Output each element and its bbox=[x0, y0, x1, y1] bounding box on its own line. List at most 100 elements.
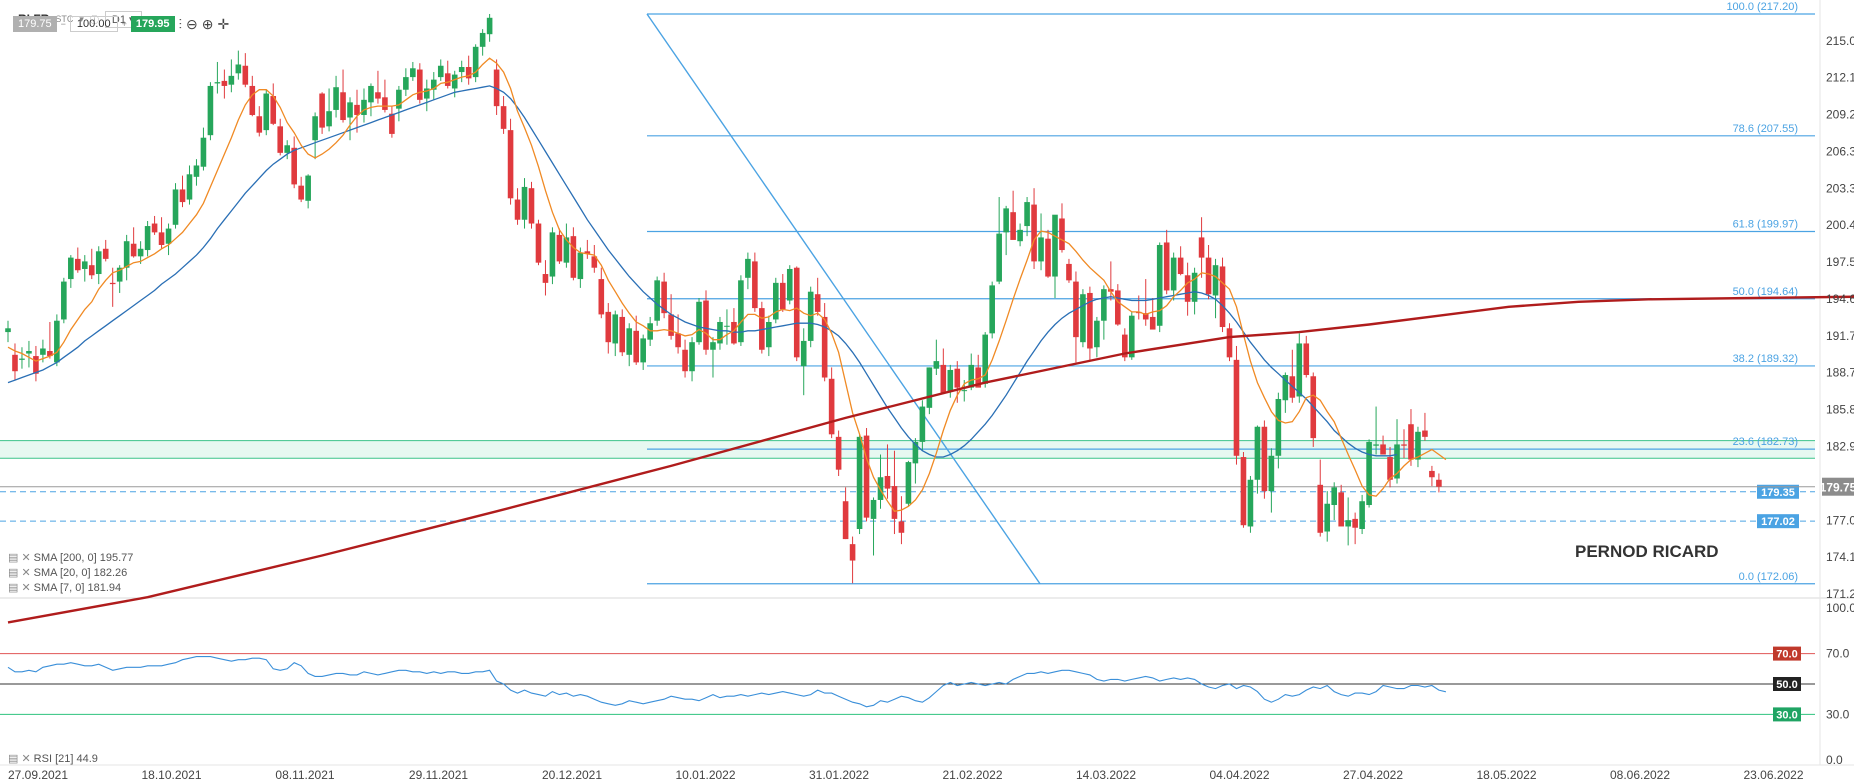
zoom-in-icon[interactable]: ⊕ bbox=[201, 15, 214, 32]
candle-body bbox=[207, 85, 214, 136]
candle-body bbox=[270, 96, 277, 124]
candle-body bbox=[256, 116, 263, 133]
candle-body bbox=[668, 314, 674, 336]
minus-icon[interactable]: − bbox=[60, 19, 66, 29]
candle-body bbox=[186, 174, 193, 200]
candle-body bbox=[1170, 257, 1177, 291]
candle-body bbox=[172, 189, 179, 225]
zoom-out-icon[interactable]: ⊖ bbox=[186, 15, 198, 32]
candle-body bbox=[584, 251, 591, 254]
chevron-down-icon[interactable]: ▾ bbox=[79, 13, 84, 24]
candle-body bbox=[821, 316, 828, 378]
candle-body bbox=[1031, 204, 1037, 262]
candle-body bbox=[214, 82, 221, 84]
candle-body bbox=[982, 334, 988, 384]
candle-body bbox=[1345, 520, 1351, 527]
rsi-y-tick-label: 70.0 bbox=[1826, 647, 1850, 661]
candle-body bbox=[263, 93, 270, 131]
candle-body bbox=[689, 342, 695, 372]
candle-body bbox=[786, 268, 793, 301]
indicator-icon[interactable]: ⫶ bbox=[178, 15, 183, 32]
sell-button[interactable]: 179.75 bbox=[13, 16, 57, 32]
close-icon[interactable]: ▤ ✕ bbox=[8, 753, 31, 765]
candle-body bbox=[95, 251, 102, 275]
candle-body bbox=[451, 74, 458, 89]
candle-body bbox=[773, 282, 779, 320]
candle-body bbox=[619, 316, 626, 353]
buy-button[interactable]: 179.95 bbox=[130, 16, 175, 32]
candle-body bbox=[403, 77, 409, 90]
candle-body bbox=[933, 361, 940, 369]
candle-body bbox=[1052, 214, 1058, 277]
candle-body bbox=[1142, 313, 1149, 320]
y-tick-label: 215.08 bbox=[1826, 34, 1854, 48]
instrument-title: PERNOD RICARD bbox=[1575, 542, 1719, 561]
candle-body bbox=[549, 232, 556, 277]
fib-level-label: 78.6 (207.55) bbox=[1733, 123, 1798, 135]
chart-kind-label[interactable]: STC bbox=[55, 14, 74, 24]
price-level-tag bbox=[1757, 514, 1799, 529]
candle-body bbox=[242, 65, 249, 85]
x-tick-label: 18.10.2021 bbox=[141, 768, 201, 782]
candle-body bbox=[444, 73, 451, 86]
legend-sma7[interactable]: ▤ ✕ SMA [7, 0] 181.94 bbox=[8, 581, 121, 594]
close-icon[interactable]: ▤ ✕ bbox=[8, 567, 31, 579]
candle-body bbox=[975, 367, 982, 388]
candle-body bbox=[1359, 501, 1365, 529]
candle-body bbox=[298, 185, 304, 200]
x-tick-label: 08.11.2021 bbox=[275, 768, 334, 782]
info-icon[interactable]: ⓘ bbox=[89, 14, 99, 25]
candle-body bbox=[109, 282, 116, 285]
y-tick-label: 200.47 bbox=[1826, 218, 1854, 232]
legend-sma7-label: SMA [7, 0] 181.94 bbox=[33, 582, 122, 594]
candle-body bbox=[1066, 263, 1072, 281]
close-icon[interactable]: ▤ ✕ bbox=[8, 552, 31, 564]
candle-body bbox=[1163, 242, 1170, 291]
candle-body bbox=[1282, 375, 1289, 401]
quantity-input[interactable]: 100.00 bbox=[69, 16, 118, 32]
fib-level-label: 61.8 (199.97) bbox=[1733, 218, 1798, 230]
candle-body bbox=[1394, 444, 1400, 479]
candle-body bbox=[745, 258, 751, 278]
close-icon[interactable]: ▤ ✕ bbox=[8, 582, 31, 594]
candle-body bbox=[33, 356, 39, 374]
candle-body bbox=[1191, 272, 1198, 302]
x-tick-label: 08.06.2022 bbox=[1610, 768, 1670, 782]
crosshair-icon[interactable]: ✛ bbox=[217, 15, 230, 32]
candle-body bbox=[961, 390, 968, 392]
legend-rsi[interactable]: ▤ ✕ RSI [21] 44.9 bbox=[8, 752, 98, 765]
candle-body bbox=[396, 89, 402, 109]
candle-body bbox=[88, 265, 95, 276]
x-tick-label: 18.05.2022 bbox=[1476, 768, 1536, 782]
candle-body bbox=[1296, 343, 1303, 397]
y-tick-label: 194.63 bbox=[1826, 292, 1854, 306]
sma200-line bbox=[7, 295, 1854, 624]
legend-sma200[interactable]: ▤ ✕ SMA [200, 0] 195.77 bbox=[8, 551, 133, 564]
candle-body bbox=[312, 116, 318, 141]
candle-body bbox=[654, 280, 660, 321]
candle-body bbox=[1059, 218, 1065, 251]
candle-body bbox=[1338, 492, 1344, 527]
rsi-level-tag bbox=[1773, 707, 1801, 722]
current-price-tag bbox=[1822, 477, 1854, 496]
plus-icon[interactable]: + bbox=[121, 19, 127, 29]
y-tick-label: 191.70 bbox=[1826, 329, 1854, 343]
candle-body bbox=[828, 378, 835, 435]
candle-body bbox=[891, 486, 898, 519]
candle-body bbox=[1156, 244, 1163, 326]
candle-body bbox=[605, 311, 612, 343]
candle-body bbox=[577, 252, 584, 280]
y-tick-label: 182.94 bbox=[1826, 439, 1854, 453]
candle-body bbox=[724, 325, 730, 327]
candle-body bbox=[1128, 315, 1135, 358]
candle-body bbox=[717, 321, 723, 344]
candle-body bbox=[193, 165, 200, 177]
rsi-y-tick-label: 30.0 bbox=[1826, 707, 1850, 721]
candle-body bbox=[591, 256, 598, 268]
candle-body bbox=[47, 351, 53, 357]
candle-body bbox=[954, 368, 961, 388]
fib-level-label: 38.2 (189.32) bbox=[1733, 353, 1798, 365]
candle-body bbox=[500, 106, 507, 129]
legend-sma20[interactable]: ▤ ✕ SMA [20, 0] 182.26 bbox=[8, 566, 127, 579]
